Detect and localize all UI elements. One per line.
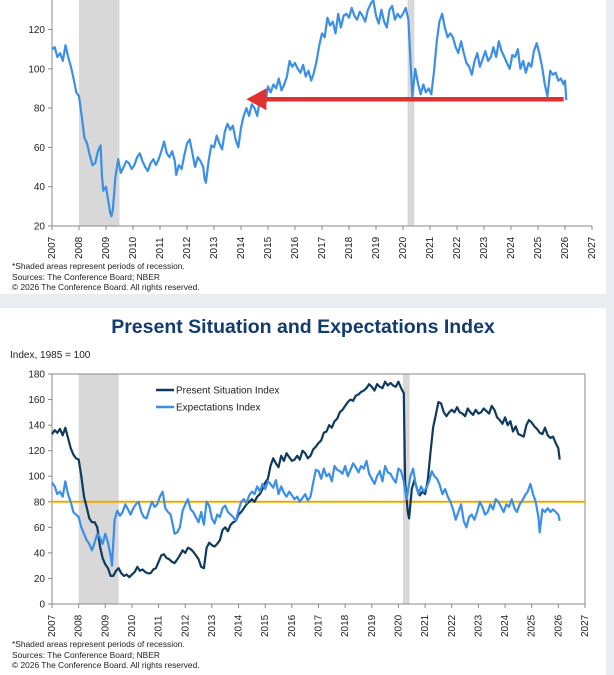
x-tick-label: 2018 (344, 236, 355, 259)
footnote-bottom: *Shaded areas represent periods of reces… (12, 639, 200, 671)
x-tick-label: 2016 (290, 236, 301, 259)
x-tick-label: 2012 (182, 236, 193, 259)
y-tick-label: 20 (34, 574, 46, 585)
x-tick-label: 2013 (209, 236, 220, 259)
x-tick-label: 2027 (580, 614, 591, 637)
x-tick-label: 2017 (314, 614, 325, 637)
x-tick-label: 2009 (101, 236, 112, 259)
annotation-arrow-head (246, 88, 267, 111)
x-tick-label: 2022 (447, 614, 458, 637)
legend-label-0: Present Situation Index (176, 386, 279, 397)
chart-panel-top: 20 40 60 80 100 120 2007 2008 2009 2010 2011 2012 20… (0, 0, 606, 294)
x-tick-label: 2007 (47, 614, 58, 637)
x-tick-label: 2019 (371, 236, 382, 259)
x-tick-label: 2015 (260, 614, 271, 637)
chart-top: 20 40 60 80 100 120 2007 2008 2009 2010 2011 2012 20… (28, 0, 598, 259)
x-tick-label: 2018 (340, 614, 351, 637)
series-line-1 (51, 459, 561, 567)
y-tick-label: 40 (34, 182, 46, 193)
x-tick-label: 2017 (317, 236, 328, 259)
footnote-copyright: © 2026 The Conference Board. All rights … (12, 660, 200, 671)
recession-shade (407, 0, 415, 226)
legend: Present Situation Index Expectations Inde… (156, 386, 279, 414)
x-tick-label: 2014 (236, 236, 247, 259)
y-tick-label: 140 (28, 421, 45, 432)
y-tick-label: 20 (34, 222, 46, 233)
footnote-top: *Shaded areas represent periods of reces… (12, 261, 200, 293)
y-tick-label: 80 (34, 497, 46, 508)
x-tick-label: 2007 (47, 236, 58, 259)
y-axis-label: Index, 1985 = 100 (10, 350, 91, 361)
x-tick-label: 2022 (452, 236, 463, 259)
x-tick-label: 2010 (127, 614, 138, 637)
y-tick-label: 100 (28, 472, 45, 483)
chart-bottom: 0 20 40 60 80 100 120 140 160 180 2007 2008 2009 2010… (28, 370, 591, 638)
series-line-0 (51, 0, 568, 218)
y-tick-label: 100 (28, 64, 45, 75)
legend-label-1: Expectations Index (176, 403, 261, 414)
y-tick-label: 40 (34, 548, 46, 559)
x-tick-label: 2009 (100, 614, 111, 637)
x-tick-label: 2015 (263, 236, 274, 259)
x-tick-label: 2026 (560, 236, 571, 259)
y-tick-label: 120 (28, 446, 45, 457)
x-tick-label: 2026 (553, 614, 564, 637)
x-tick-label: 2025 (527, 614, 538, 637)
x-tick-label: 2013 (207, 614, 218, 637)
chart-panel-bottom: Present Situation and Expectations Index… (0, 308, 606, 675)
x-tick-label: 2021 (420, 614, 431, 637)
x-tick-label: 2008 (74, 236, 85, 259)
recession-shade (79, 0, 120, 226)
footnote-copyright: © 2026 The Conference Board. All rights … (12, 282, 200, 293)
x-tick-label: 2024 (500, 614, 511, 637)
x-tick-label: 2025 (533, 236, 544, 259)
footnote-sources: Sources: The Conference Board; NBER (12, 649, 160, 660)
y-tick-label: 60 (34, 523, 46, 534)
recession-shade (78, 374, 119, 604)
x-tick-label: 2023 (479, 236, 490, 259)
x-tick-label: 2011 (155, 237, 166, 259)
x-tick-label: 2023 (473, 614, 484, 637)
x-tick-label: 2020 (393, 614, 404, 637)
x-tick-label: 2010 (128, 236, 139, 259)
footnote-recession: *Shaded areas represent periods of reces… (12, 639, 185, 649)
chart-title: Present Situation and Expectations Index (111, 316, 495, 338)
y-tick-label: 80 (34, 104, 46, 115)
y-tick-label: 180 (28, 370, 45, 381)
x-tick-label: 2020 (398, 236, 409, 259)
x-tick-label: 2011 (154, 615, 165, 637)
y-tick-label: 120 (28, 25, 45, 36)
x-tick-label: 2021 (425, 236, 436, 259)
x-tick-label: 2014 (234, 614, 245, 637)
series-line-0 (51, 380, 561, 579)
footnote-sources: Sources: The Conference Board; NBER (12, 271, 160, 282)
x-tick-label: 2016 (287, 614, 298, 637)
x-tick-label: 2012 (180, 614, 191, 637)
x-tick-label: 2024 (506, 236, 517, 259)
y-tick-label: 60 (34, 143, 46, 154)
footnote-recession: *Shaded areas represent periods of reces… (12, 261, 185, 271)
x-tick-label: 2027 (587, 236, 598, 259)
x-tick-label: 2019 (367, 614, 378, 637)
x-tick-label: 2008 (74, 614, 85, 637)
y-tick-label: 0 (39, 600, 45, 611)
y-tick-label: 160 (28, 395, 45, 406)
